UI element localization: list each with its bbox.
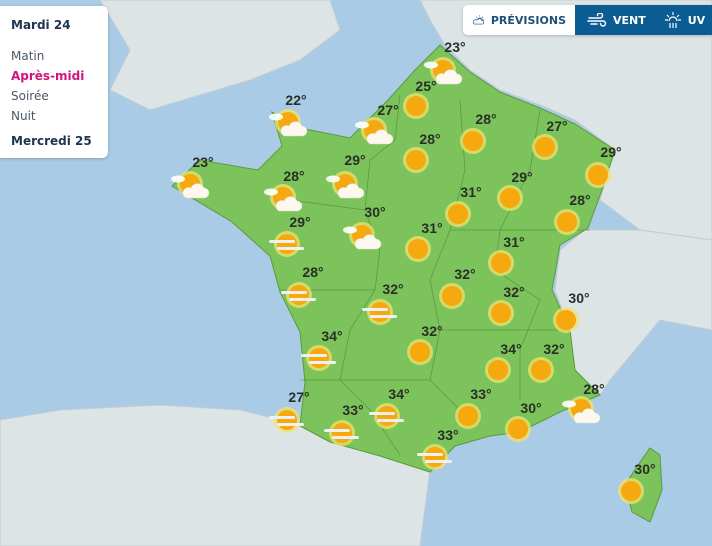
sun-icon[interactable] [611,474,651,512]
day-label-mardi[interactable]: Mardi 24 [11,18,71,32]
wind-icon [587,13,607,27]
station-temperature[interactable]: 22° [285,92,307,108]
sun-icon[interactable] [478,353,518,391]
sun-fog-icon[interactable] [267,227,307,265]
station-temperature[interactable]: 34° [500,341,522,357]
station-temperature[interactable]: 31° [503,234,525,250]
sun-cloud-icon[interactable] [263,180,303,218]
station-temperature[interactable]: 34° [321,328,343,344]
tab-uv-label: UV [687,13,706,27]
sun-fog-icon[interactable] [367,399,407,437]
station-temperature[interactable]: 30° [568,290,590,306]
station-temperature[interactable]: 29° [511,169,533,185]
sun-icon[interactable] [398,232,438,270]
slot-soiree[interactable]: Soirée [11,89,49,103]
station-temperature[interactable]: 32° [421,323,443,339]
sun-icon[interactable] [546,303,586,341]
sun-fog-icon[interactable] [267,403,307,441]
sun-icon[interactable] [400,335,440,373]
slot-nuit[interactable]: Nuit [11,109,36,123]
tab-vent-label: VENT [613,13,646,27]
station-temperature[interactable]: 32° [543,341,565,357]
station-temperature[interactable]: 23° [192,154,214,170]
sun-icon[interactable] [396,143,436,181]
sun-fog-icon[interactable] [415,440,455,478]
station-temperature[interactable]: 28° [283,168,305,184]
station-temperature[interactable]: 33° [437,427,459,443]
map-mode-tabs: PRÉVISIONS VENT UV [463,5,712,35]
sun-icon[interactable] [396,89,436,127]
station-temperature[interactable]: 28° [475,111,497,127]
tab-previsions-label: PRÉVISIONS [490,13,566,27]
sun-icon[interactable] [525,130,565,168]
station-temperature[interactable]: 33° [342,402,364,418]
station-temperature[interactable]: 27° [288,389,310,405]
sun-cloud-icon[interactable] [354,113,394,151]
sun-cloud-icon[interactable] [423,53,463,91]
station-temperature[interactable]: 29° [600,144,622,160]
slot-matin[interactable]: Matin [11,49,45,63]
sun-icon[interactable] [481,246,521,284]
station-temperature[interactable]: 25° [415,78,437,94]
sun-icon[interactable] [453,124,493,162]
sun-icon[interactable] [578,158,618,196]
sun-cloud-icon [472,15,485,25]
sun-cloud-icon[interactable] [342,218,382,256]
tab-uv[interactable]: UV [654,5,712,35]
sun-fog-icon[interactable] [299,341,339,379]
sun-icon[interactable] [432,279,472,317]
sun-icon[interactable] [448,399,488,437]
uv-icon [664,12,681,28]
sun-cloud-icon[interactable] [268,105,308,143]
station-temperature[interactable]: 34° [388,386,410,402]
station-temperature[interactable]: 32° [454,266,476,282]
station-temperature[interactable]: 28° [583,381,605,397]
station-temperature[interactable]: 30° [634,461,656,477]
sun-icon[interactable] [490,181,530,219]
station-temperature[interactable]: 29° [344,152,366,168]
sun-cloud-icon[interactable] [325,167,365,205]
station-temperature[interactable]: 29° [289,214,311,230]
station-temperature[interactable]: 23° [444,39,466,55]
time-slot-panel: Mardi 24 Matin Après-midi Soirée Nuit Me… [0,6,108,158]
sun-fog-icon[interactable] [322,416,362,454]
sun-icon[interactable] [481,296,521,334]
sun-fog-icon[interactable] [279,278,319,316]
station-temperature[interactable]: 28° [569,192,591,208]
day-label-mercredi[interactable]: Mercredi 25 [11,134,92,148]
station-temperature[interactable]: 30° [520,400,542,416]
sun-cloud-icon[interactable] [561,392,601,430]
tab-previsions[interactable]: PRÉVISIONS [463,5,575,35]
tab-vent[interactable]: VENT [575,5,655,35]
station-temperature[interactable]: 27° [377,102,399,118]
sun-cloud-icon[interactable] [170,167,210,205]
station-temperature[interactable]: 31° [460,184,482,200]
station-temperature[interactable]: 27° [546,118,568,134]
station-temperature[interactable]: 28° [419,131,441,147]
slot-apres-midi[interactable]: Après-midi [11,69,85,83]
sun-icon[interactable] [498,412,538,450]
station-temperature[interactable]: 33° [470,386,492,402]
sun-icon[interactable] [438,197,478,235]
sun-fog-icon[interactable] [360,295,400,333]
station-temperature[interactable]: 32° [503,284,525,300]
station-temperature[interactable]: 30° [364,204,386,220]
sun-icon[interactable] [521,353,561,391]
sun-icon[interactable] [547,205,587,243]
station-temperature[interactable]: 28° [302,264,324,280]
station-temperature[interactable]: 32° [382,281,404,297]
station-temperature[interactable]: 31° [421,220,443,236]
region-borders [280,94,590,456]
